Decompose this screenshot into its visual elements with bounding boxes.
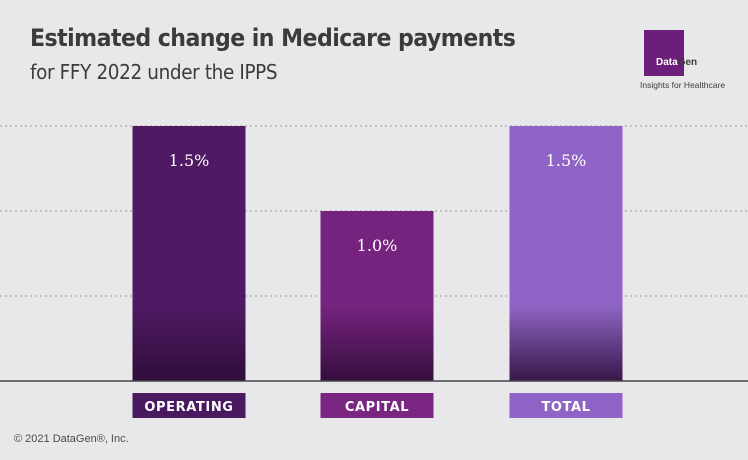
bar-shade [509, 306, 623, 381]
category-label: OPERATING [144, 400, 233, 415]
datagen-logo [644, 30, 684, 76]
category-label: CAPITAL [345, 400, 409, 415]
bars: 1.5% 1.0% 1.5% [132, 126, 623, 381]
logo-tagline: Insights for Healthcare [640, 80, 726, 90]
category-label-box [509, 393, 623, 418]
data-label: 1.5% [169, 151, 210, 170]
category-label: TOTAL [541, 400, 590, 415]
logo-name-part1: Data [656, 57, 678, 68]
category-label-box [132, 393, 246, 418]
category-labels: OPERATING CAPITAL TOTAL [132, 393, 623, 418]
chart-title: Estimated change in Medicare payments [30, 24, 516, 52]
copyright-footer: © 2021 DataGen®, Inc. [14, 433, 129, 445]
data-label: 1.0% [357, 236, 398, 255]
bar-shade [132, 306, 246, 381]
bar-shade [320, 306, 434, 381]
logo-wordmark: DataGen [656, 57, 697, 68]
category-label-box [320, 393, 434, 418]
data-label: 1.5% [546, 151, 587, 170]
chart-subtitle: for FFY 2022 under the IPPS [30, 60, 278, 84]
logo-name-part2: Gen [677, 57, 698, 68]
